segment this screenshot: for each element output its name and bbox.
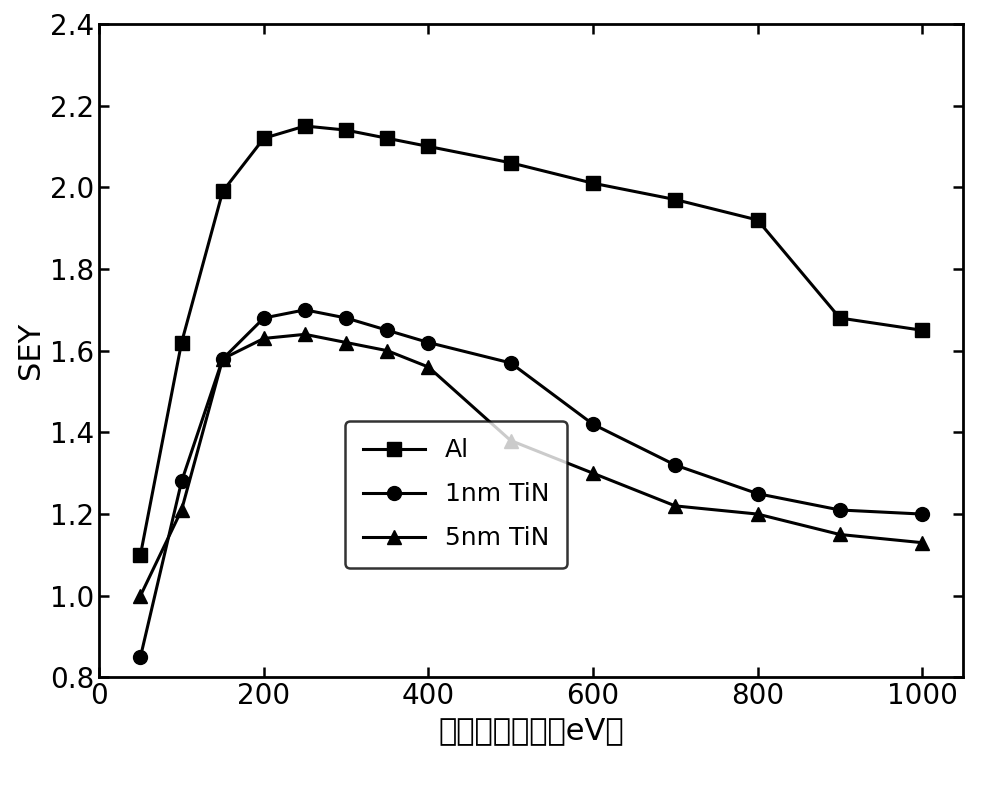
5nm TiN <box>422 362 434 371</box>
5nm TiN <box>917 538 928 548</box>
X-axis label: 入射电子能量（eV）: 入射电子能量（eV） <box>439 716 624 745</box>
1nm TiN <box>422 338 434 347</box>
1nm TiN <box>258 313 270 323</box>
Line: 1nm TiN: 1nm TiN <box>133 303 929 664</box>
1nm TiN <box>504 358 516 367</box>
Y-axis label: SEY: SEY <box>16 322 45 379</box>
5nm TiN <box>587 469 599 478</box>
Al <box>669 194 681 204</box>
Al <box>134 550 146 559</box>
Al <box>834 313 846 323</box>
Al <box>422 142 434 151</box>
Al <box>381 133 393 143</box>
5nm TiN <box>176 505 188 515</box>
Legend: Al, 1nm TiN, 5nm TiN: Al, 1nm TiN, 5nm TiN <box>345 421 567 568</box>
Al <box>917 325 928 335</box>
1nm TiN <box>176 477 188 486</box>
1nm TiN <box>341 313 353 323</box>
Line: Al: Al <box>133 119 929 562</box>
5nm TiN <box>258 334 270 344</box>
1nm TiN <box>752 489 764 498</box>
5nm TiN <box>216 354 228 363</box>
1nm TiN <box>917 509 928 519</box>
5nm TiN <box>341 338 353 347</box>
5nm TiN <box>504 436 516 446</box>
5nm TiN <box>669 501 681 511</box>
Al <box>258 133 270 143</box>
Al <box>341 125 353 135</box>
5nm TiN <box>134 591 146 601</box>
1nm TiN <box>134 652 146 662</box>
Line: 5nm TiN: 5nm TiN <box>133 328 929 603</box>
1nm TiN <box>299 305 311 315</box>
5nm TiN <box>834 530 846 540</box>
1nm TiN <box>669 461 681 470</box>
1nm TiN <box>587 419 599 429</box>
Al <box>176 338 188 347</box>
5nm TiN <box>381 346 393 355</box>
Al <box>299 121 311 131</box>
Al <box>752 215 764 225</box>
1nm TiN <box>216 354 228 363</box>
Al <box>216 186 228 196</box>
Al <box>587 179 599 188</box>
Al <box>504 158 516 167</box>
1nm TiN <box>834 505 846 515</box>
5nm TiN <box>752 509 764 519</box>
1nm TiN <box>381 325 393 335</box>
5nm TiN <box>299 330 311 340</box>
